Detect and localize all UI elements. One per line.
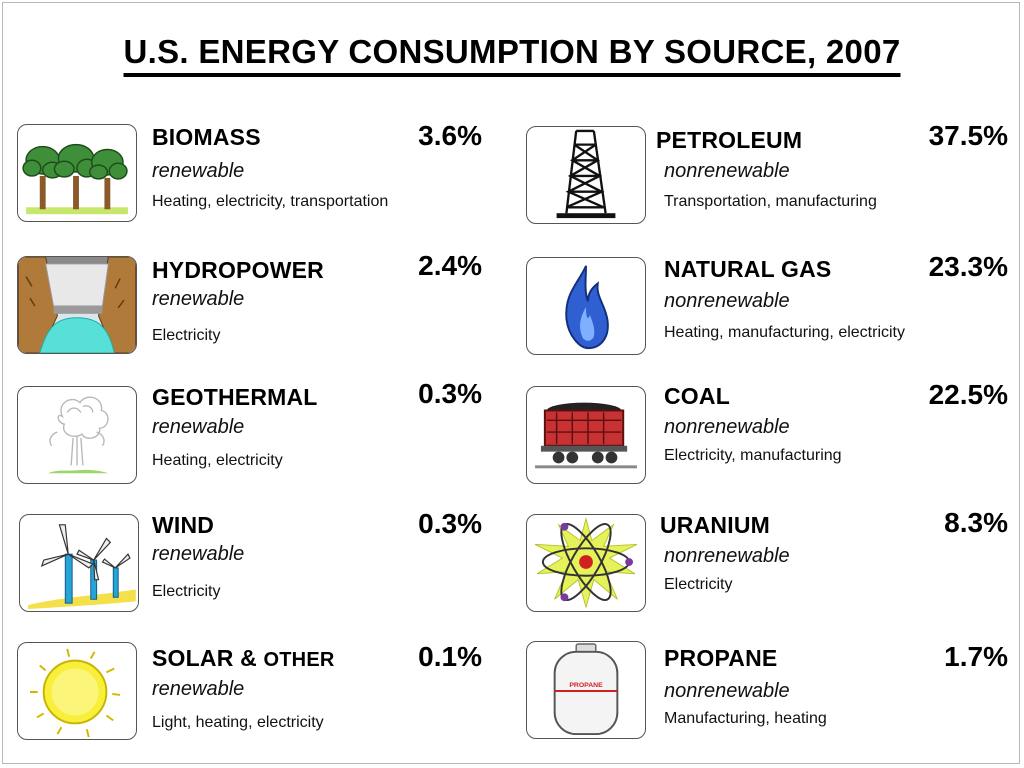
biomass-percent: 3.6% bbox=[418, 120, 482, 151]
coal-car-icon bbox=[535, 402, 637, 469]
dam-icon bbox=[18, 257, 136, 353]
atom-icon bbox=[534, 517, 638, 609]
wind-uses: Electricity bbox=[152, 583, 221, 600]
petroleum-name: PETROLEUM bbox=[656, 127, 803, 153]
solar-card bbox=[17, 642, 137, 740]
biomass-kind: renewable bbox=[152, 160, 245, 182]
natural-gas-card bbox=[526, 257, 646, 355]
propane-tank-label: PROPANE bbox=[569, 682, 603, 689]
trees-icon bbox=[22, 143, 128, 215]
propane-name: PROPANE bbox=[664, 645, 778, 671]
hydropower-uses: Electricity bbox=[152, 327, 221, 344]
uranium-card bbox=[526, 514, 646, 612]
biomass-card bbox=[17, 124, 137, 222]
wind-name: WIND bbox=[152, 512, 215, 538]
propane-tank-icon: PROPANE bbox=[553, 643, 619, 736]
petroleum-card bbox=[526, 126, 646, 224]
uranium-name: URANIUM bbox=[660, 512, 770, 538]
biomass-uses: Heating, electricity, transportation bbox=[152, 193, 389, 210]
petroleum-percent: 37.5% bbox=[928, 120, 1008, 151]
geothermal-percent: 0.3% bbox=[418, 378, 482, 409]
natural-gas-percent: 23.3% bbox=[928, 251, 1008, 282]
geothermal-kind: renewable bbox=[152, 416, 245, 438]
hydropower-percent: 2.4% bbox=[418, 250, 482, 281]
solar-name-small: OTHER bbox=[263, 649, 335, 671]
coal-card bbox=[526, 386, 646, 484]
solar-name: SOLAR & OTHER bbox=[152, 645, 335, 672]
geothermal-uses: Heating, electricity bbox=[152, 452, 283, 469]
hydropower-name: HYDROPOWER bbox=[152, 257, 324, 283]
sun-icon bbox=[29, 648, 121, 738]
coal-uses: Electricity, manufacturing bbox=[664, 447, 842, 464]
geothermal-name: GEOTHERMAL bbox=[152, 384, 318, 410]
solar-uses: Light, heating, electricity bbox=[152, 714, 324, 731]
coal-name: COAL bbox=[664, 383, 730, 409]
natural-gas-uses: Heating, manufacturing, electricity bbox=[664, 324, 905, 341]
hydropower-kind: renewable bbox=[152, 288, 245, 310]
solar-name-main: SOLAR & bbox=[152, 645, 257, 671]
petroleum-kind: nonrenewable bbox=[664, 160, 790, 182]
geyser-icon bbox=[47, 396, 109, 474]
wind-percent: 0.3% bbox=[418, 508, 482, 539]
solar-percent: 0.1% bbox=[418, 641, 482, 672]
propane-kind: nonrenewable bbox=[664, 680, 790, 702]
gas-flame-icon bbox=[565, 265, 609, 350]
propane-card: PROPANE bbox=[526, 641, 646, 739]
solar-kind: renewable bbox=[152, 678, 245, 700]
biomass-name: BIOMASS bbox=[152, 124, 261, 150]
coal-kind: nonrenewable bbox=[664, 416, 790, 438]
wind-card bbox=[19, 514, 139, 612]
oil-derrick-icon bbox=[556, 129, 616, 219]
hydropower-card bbox=[17, 256, 137, 354]
natural-gas-kind: nonrenewable bbox=[664, 290, 790, 312]
page-title: U.S. ENERGY CONSUMPTION BY SOURCE, 2007 bbox=[123, 33, 901, 70]
uranium-kind: nonrenewable bbox=[664, 545, 790, 567]
coal-percent: 22.5% bbox=[928, 379, 1008, 410]
uranium-uses: Electricity bbox=[664, 576, 733, 593]
propane-percent: 1.7% bbox=[944, 641, 1008, 672]
uranium-percent: 8.3% bbox=[944, 507, 1008, 538]
wind-turbine-icon bbox=[28, 524, 136, 610]
propane-uses: Manufacturing, heating bbox=[664, 710, 827, 727]
geothermal-card bbox=[17, 386, 137, 484]
natural-gas-name: NATURAL GAS bbox=[664, 256, 832, 282]
wind-kind: renewable bbox=[152, 543, 245, 565]
petroleum-uses: Transportation, manufacturing bbox=[664, 193, 877, 210]
